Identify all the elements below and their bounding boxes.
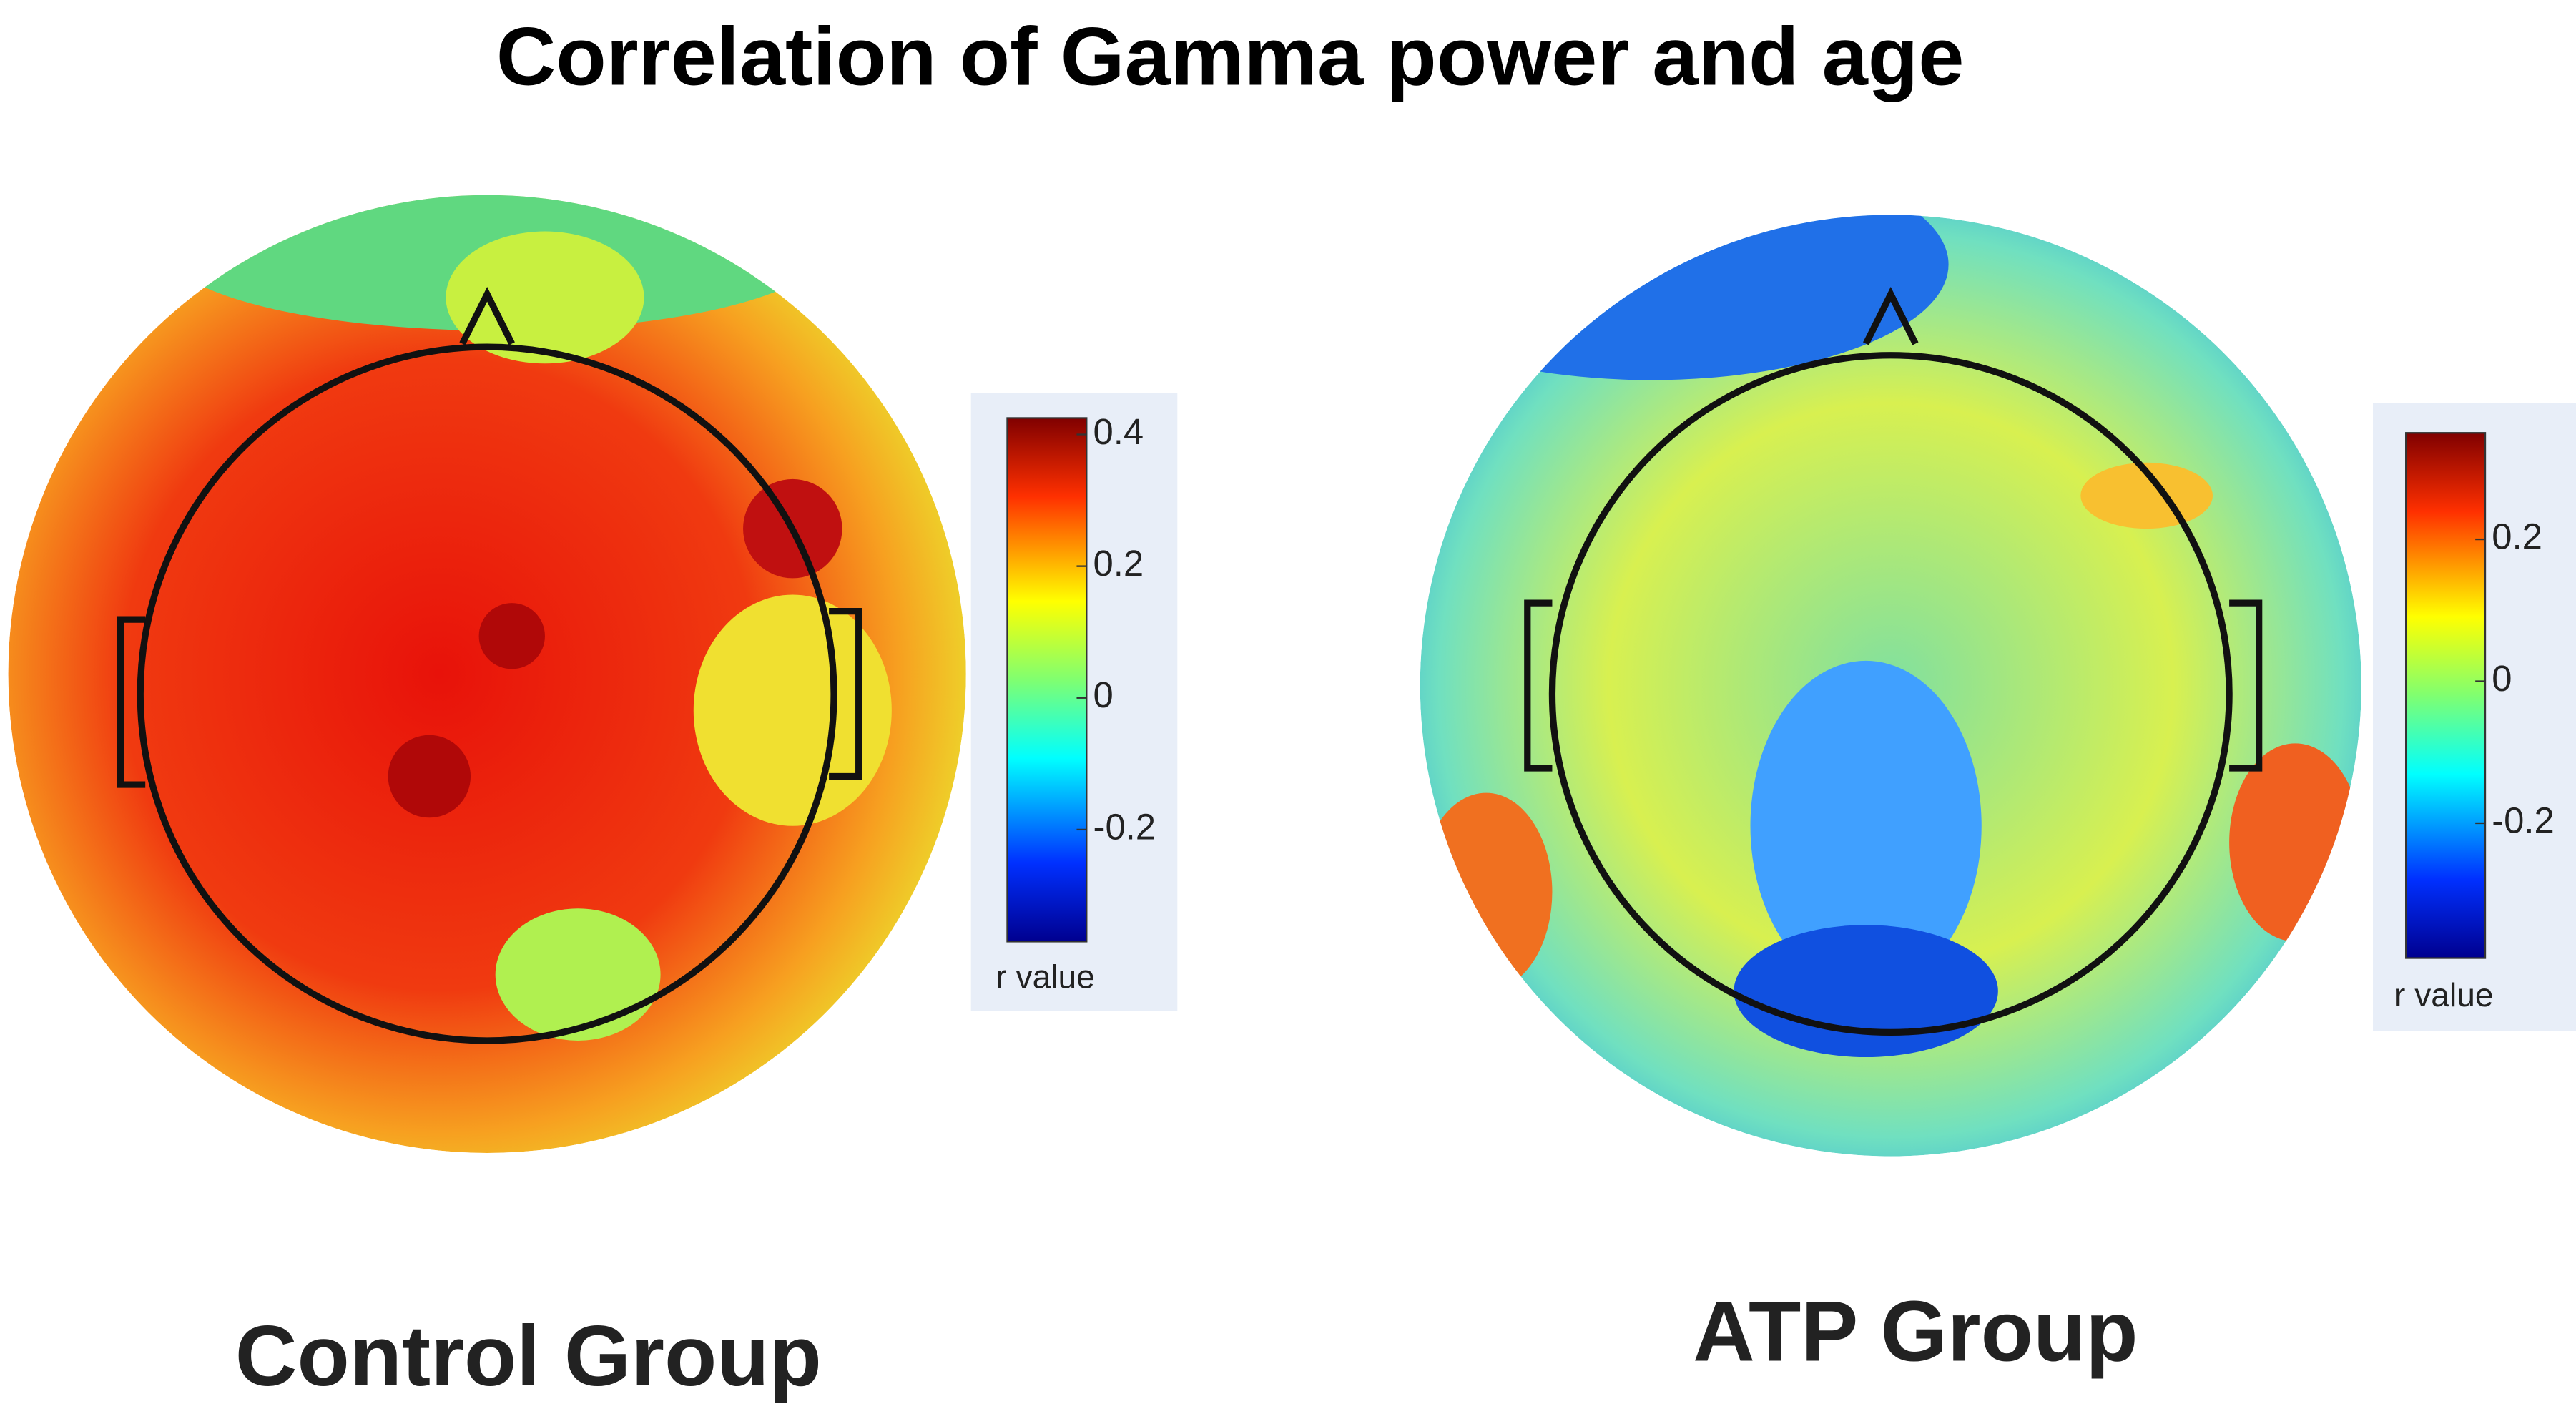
colorbar xyxy=(1006,417,1088,943)
head-outline xyxy=(1548,352,2233,1036)
colorbar-label: r value xyxy=(2394,976,2494,1013)
colorbar-tick-label: 0.2 xyxy=(1093,543,1144,584)
panel-label: Control Group xyxy=(235,1308,822,1404)
colorbar-tick-label: -0.2 xyxy=(2492,800,2555,840)
colorbar-tick-label: 0 xyxy=(2492,658,2512,699)
head-outline xyxy=(137,343,837,1044)
title: Correlation of Gamma power and age xyxy=(496,11,1965,103)
colorbar-label: r value xyxy=(996,958,1095,996)
panel-label: ATP Group xyxy=(1693,1283,2138,1379)
colorbar-tick-label: 0.4 xyxy=(1093,411,1144,452)
colorbar-tick-label: 0.2 xyxy=(2492,516,2542,557)
control-topomap xyxy=(8,195,966,1153)
atp-topomap xyxy=(1420,215,2361,1157)
colorbar-tick-label: 0 xyxy=(1093,674,1114,715)
head-features xyxy=(117,286,862,788)
colorbar-tick-label: -0.2 xyxy=(1093,806,1156,847)
head-features xyxy=(1524,286,2263,772)
colorbar xyxy=(2405,432,2487,959)
